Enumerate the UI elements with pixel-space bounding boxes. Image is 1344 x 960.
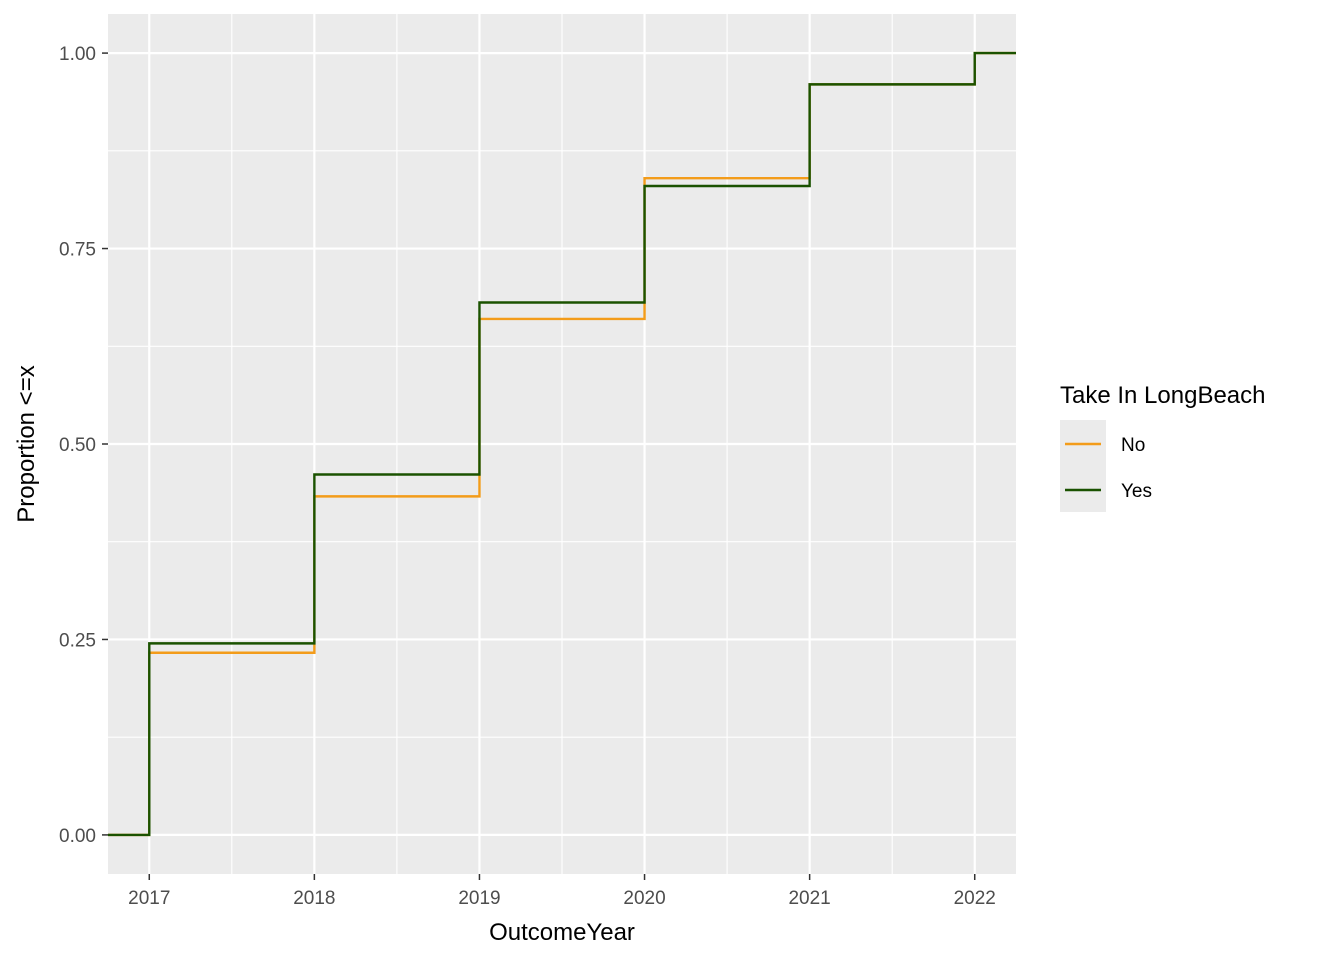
legend-title: Take In LongBeach bbox=[1060, 382, 1266, 409]
y-tick-label: 0.25 bbox=[59, 630, 96, 651]
legend-label-no: No bbox=[1121, 435, 1145, 456]
series-lines bbox=[108, 51, 1016, 837]
x-axis-ticks: 2017 2018 2019 2020 2021 2022 bbox=[128, 874, 996, 909]
x-tick-label: 2017 bbox=[128, 888, 170, 909]
y-axis-ticks: 0.00 0.25 0.50 0.75 1.00 bbox=[59, 44, 108, 847]
legend: Take In LongBeach No Yes bbox=[1060, 382, 1266, 512]
series-line-yes bbox=[108, 51, 1016, 837]
x-tick-label: 2022 bbox=[954, 888, 996, 909]
x-tick-label: 2018 bbox=[293, 888, 335, 909]
x-tick-label: 2020 bbox=[623, 888, 665, 909]
x-tick-label: 2021 bbox=[788, 888, 830, 909]
x-tick-label: 2019 bbox=[458, 888, 500, 909]
y-tick-label: 0.00 bbox=[59, 826, 96, 847]
y-tick-label: 0.50 bbox=[59, 435, 96, 456]
y-tick-label: 1.00 bbox=[59, 44, 96, 65]
y-axis-title: Proportion <=x bbox=[13, 365, 40, 522]
legend-key-background bbox=[1060, 420, 1106, 512]
y-tick-label: 0.75 bbox=[59, 240, 96, 261]
legend-label-yes: Yes bbox=[1121, 481, 1152, 502]
x-axis-title: OutcomeYear bbox=[489, 919, 635, 946]
legend-items: No Yes bbox=[1060, 420, 1152, 512]
